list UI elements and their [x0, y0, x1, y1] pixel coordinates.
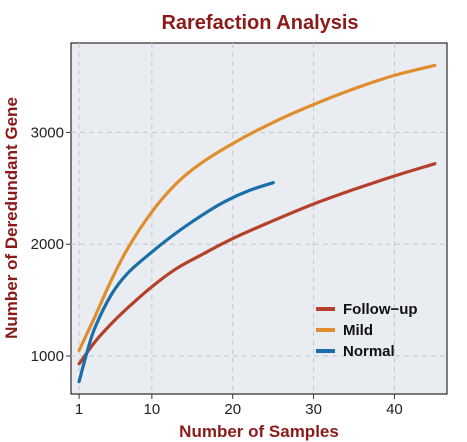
y-axis-label: Number of Deredundant Gene — [2, 97, 21, 339]
x-tick-label: 20 — [224, 401, 241, 418]
legend: Follow−up Mild Normal — [316, 301, 418, 360]
x-tick-label: 40 — [386, 401, 403, 418]
plot-area — [70, 42, 448, 395]
y-tick-label: 2000 — [31, 236, 64, 253]
axis-ticks: 1 10 20 30 40 1000 2000 3000 — [31, 124, 403, 418]
x-tick-label: 10 — [144, 401, 161, 418]
series-line-normal — [77, 181, 275, 384]
x-axis-label: Number of Samples — [179, 422, 339, 441]
grid-lines — [71, 43, 447, 394]
legend-label-normal: Normal — [343, 343, 395, 360]
chart-title: Rarefaction Analysis — [161, 12, 358, 34]
y-tick-label: 1000 — [31, 348, 64, 365]
series-lines — [77, 63, 437, 384]
series-line-follow-up — [77, 162, 437, 366]
series-line-mild — [77, 63, 437, 352]
y-tick-label: 3000 — [31, 124, 64, 141]
x-tick-label: 30 — [305, 401, 322, 418]
legend-label-follow-up: Follow−up — [343, 301, 418, 318]
legend-label-mild: Mild — [343, 322, 373, 339]
x-tick-label: 1 — [75, 401, 83, 418]
